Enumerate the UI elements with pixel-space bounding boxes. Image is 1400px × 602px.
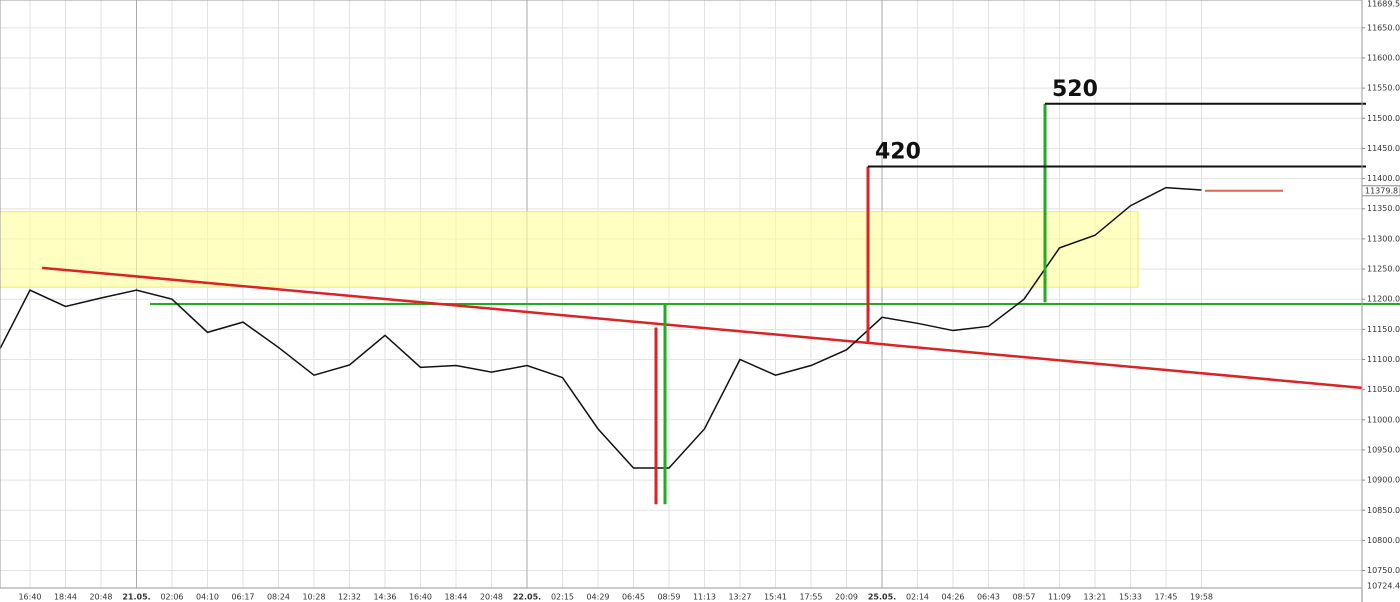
x-tick-label: 18:44: [54, 593, 77, 602]
y-tick-label: 11050.0: [1367, 385, 1400, 394]
x-tick-label: 13:21: [1083, 593, 1106, 602]
x-tick-label: 06:17: [231, 593, 254, 602]
x-tick-label: 02:15: [551, 593, 574, 602]
x-tick-label: 17:45: [1154, 593, 1177, 602]
target-label: 520: [1052, 77, 1098, 102]
y-tick-label: 11150.0: [1367, 325, 1400, 334]
y-tick-label: 11250.0: [1367, 265, 1400, 274]
x-tick-label: 19:58: [1190, 593, 1213, 602]
x-tick-label: 02:14: [906, 593, 929, 602]
price-line: [0, 186, 1202, 469]
y-tick-label: 11350.0: [1367, 204, 1400, 213]
y-limit-label: 11689.5: [1367, 0, 1400, 9]
y-limit-label: 10724.4: [1367, 582, 1400, 591]
x-tick-label: 06:43: [977, 593, 1000, 602]
y-tick-label: 11400.0: [1367, 174, 1400, 183]
x-tick-label: 13:27: [728, 593, 751, 602]
x-tick-label: 15:33: [1119, 593, 1142, 602]
x-tick-label: 22.05.: [513, 593, 541, 602]
x-tick-label: 14:36: [373, 593, 396, 602]
x-tick-label: 17:55: [799, 593, 822, 602]
x-tick-label: 02:06: [160, 593, 183, 602]
y-tick-label: 10950.0: [1367, 445, 1400, 454]
price-axis: [1362, 0, 1400, 602]
y-tick-label: 11550.0: [1367, 84, 1400, 93]
x-tick-label: 08:24: [267, 593, 290, 602]
target-label: 420: [875, 140, 921, 165]
y-tick-label: 11300.0: [1367, 234, 1400, 243]
y-tick-label: 10800.0: [1367, 536, 1400, 545]
y-tick-label: 11450.0: [1367, 144, 1400, 153]
x-tick-label: 08:57: [1012, 593, 1035, 602]
y-tick-label: 11650.0: [1367, 23, 1400, 32]
x-tick-label: 21.05.: [122, 593, 150, 602]
x-tick-label: 12:32: [338, 593, 361, 602]
y-tick-label: 10750.0: [1367, 566, 1400, 575]
y-tick-label: 10900.0: [1367, 476, 1400, 485]
x-tick-label: 11:13: [693, 593, 716, 602]
y-tick-label: 11600.0: [1367, 53, 1400, 62]
y-tick-label: 10850.0: [1367, 506, 1400, 515]
x-tick-label: 06:45: [622, 593, 645, 602]
x-tick-label: 20:09: [835, 593, 858, 602]
x-tick-label: 08:59: [657, 593, 680, 602]
plot-area: [0, 0, 1363, 589]
x-tick-label: 25.05.: [868, 593, 896, 602]
x-tick-label: 11:09: [1048, 593, 1071, 602]
x-tick-label: 20:48: [480, 593, 503, 602]
x-tick-label: 04:26: [941, 593, 964, 602]
x-tick-label: 04:29: [586, 593, 609, 602]
x-tick-label: 15:41: [764, 593, 787, 602]
last-price-label: 11379.8: [1365, 186, 1398, 195]
trend-line: [41, 266, 1363, 390]
y-tick-label: 11500.0: [1367, 114, 1400, 123]
x-tick-label: 10:28: [302, 593, 325, 602]
x-tick-label: 04:10: [196, 593, 219, 602]
resistance-zone: [0, 211, 1139, 288]
y-tick-label: 11200.0: [1367, 295, 1400, 304]
x-tick-label: 16:40: [409, 593, 432, 602]
x-tick-label: 16:40: [18, 593, 41, 602]
y-tick-label: 11000.0: [1367, 415, 1400, 424]
x-tick-label: 18:44: [444, 593, 467, 602]
y-tick-label: 11100.0: [1367, 355, 1400, 364]
x-tick-label: 20:48: [89, 593, 112, 602]
